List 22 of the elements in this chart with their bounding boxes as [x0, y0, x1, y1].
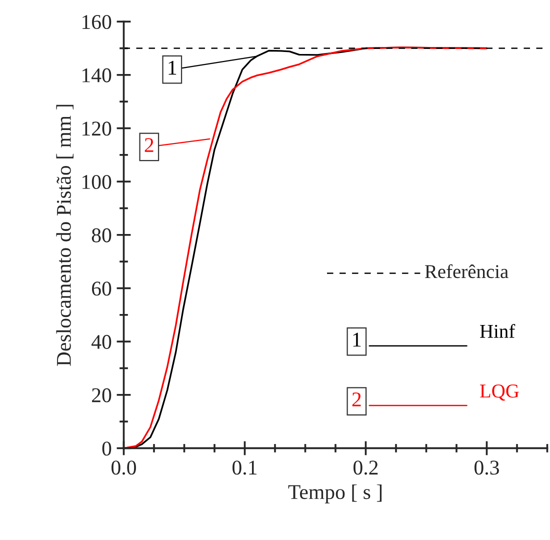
x-tick-label: 0.1	[232, 460, 257, 475]
legend-label: Referência	[424, 264, 508, 278]
x-tick-label: 0.0	[112, 460, 136, 475]
text: LQG	[480, 384, 519, 401]
annotation: 1	[168, 60, 176, 75]
y-tick-label: 120	[82, 122, 112, 136]
annotation: 2	[144, 138, 154, 152]
y-tick-label: 100	[82, 174, 112, 190]
text: 1	[353, 332, 361, 347]
text: 2	[352, 392, 361, 406]
y-tick-label: 40	[92, 334, 112, 349]
x-tick-label: 0.3	[474, 460, 499, 475]
y-tick-label: 80	[92, 228, 112, 242]
y-tick-label: 0	[102, 442, 112, 456]
x-axis-title: Tempo [ s ]	[288, 484, 382, 504]
text: Hinf	[480, 324, 516, 338]
x-tick-label: 0.2	[354, 460, 378, 475]
y-tick-label: 20	[92, 388, 112, 402]
y-axis-title: Deslocamento do Pistão [ mm ]	[56, 104, 74, 366]
y-tick-label: 160	[82, 14, 112, 30]
y-tick-label: 60	[92, 282, 112, 296]
y-tick-label: 140	[82, 68, 112, 82]
